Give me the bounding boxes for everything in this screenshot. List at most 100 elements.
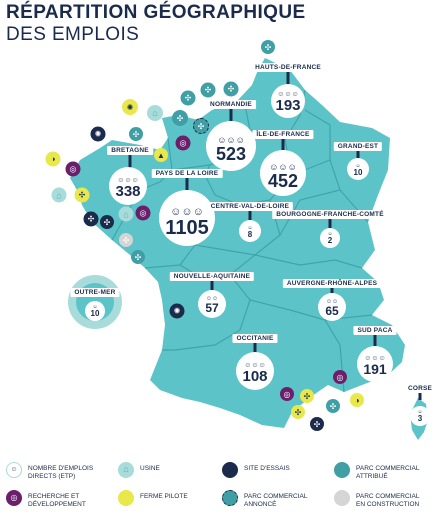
people-icon: ☺☺☺ [364, 355, 386, 362]
wind-turbine-icon [222, 490, 238, 506]
region-value-occitanie: 108 [242, 368, 268, 385]
region-value-hauts-de-france: 193 [275, 97, 301, 114]
wind-turbine-icon [334, 462, 350, 478]
region-bubble-centre-val-de-loire: ☺ 8 [239, 220, 261, 242]
region-value-auvergne-rhone-alpes: 65 [325, 304, 339, 318]
wind-turbine-icon: ✣ [129, 127, 143, 141]
legend-text-annonce: PARC COMMERCIAL ANNONCÉ [244, 493, 308, 509]
corse-stem [418, 392, 422, 400]
wind-turbine-icon: ✣ [300, 389, 314, 403]
normandie-stem [229, 107, 233, 121]
france-mainland-shape [70, 58, 405, 428]
region-value-pays-de-la-loire: 1105 [165, 217, 209, 239]
people-icon: ☺ [327, 231, 333, 237]
people-icon: ☺ [355, 163, 361, 169]
lightbulb-icon: ◎ [175, 135, 191, 151]
page-subtitle: DES EMPLOIS [6, 24, 140, 45]
region-label-bretagne: BRETAGNE [107, 146, 153, 155]
test-site-icon: ✣ [310, 417, 324, 431]
test-site-icon: ✺ [90, 126, 106, 142]
region-label-pays-de-la-loire: PAYS DE LA LOIRE [151, 169, 223, 178]
ile-de-france-stem [281, 138, 285, 152]
factory-icon: ▲ [154, 148, 168, 162]
region-bubble-bretagne: ☺☺☺ 338 [109, 167, 147, 205]
region-value-nouvelle-aquitaine: 57 [205, 301, 219, 315]
region-label-centre-val-de-loire: CENTRE-VAL-DE-LOIRE [206, 202, 294, 211]
auvergne-rhone-alpes-stem [330, 286, 334, 296]
wind-turbine-icon: ✣ [193, 118, 209, 134]
lightbulb-icon: ◎ [280, 387, 294, 401]
people-icon: ☺☺ [325, 299, 339, 305]
region-bubble-hauts-de-france: ☺☺☺ 193 [271, 84, 305, 118]
legend-text-usine: USINE [140, 465, 160, 472]
wind-turbine-icon [334, 490, 350, 506]
region-label-sud-paca: SUD PACA [353, 326, 397, 335]
wind-turbine-icon: ✣ [261, 40, 275, 54]
factory-icon: ⌂ [51, 187, 67, 203]
region-label-nouvelle-aquitaine: NOUVELLE-AQUITAINE [169, 272, 255, 281]
region-value-bourgogne-franche-comte: 2 [327, 236, 333, 245]
region-bubble-occitanie: ☺☺☺ 108 [236, 352, 274, 390]
region-value-grand-est: 10 [353, 168, 363, 177]
region-bubble-sud-paca: ☺☺☺ 191 [357, 346, 393, 382]
people-icon: ☺☺☺ [244, 362, 266, 369]
legend-text-recherche: RECHERCHE ET DÉVELOPPEMENT [28, 493, 86, 509]
occitanie-stem [253, 342, 257, 354]
centre-val-de-loire-stem [248, 210, 252, 220]
region-bubble-auvergne-rhone-alpes: ☺☺ 65 [318, 293, 346, 321]
region-label-corse: CORSE [403, 384, 437, 393]
legend-text-essai: SITE D'ESSAIS [244, 465, 290, 472]
lightbulb-icon: ◎ [333, 370, 347, 384]
wind-turbine-icon: ◑ [350, 393, 364, 407]
people-icon: ☺ [6, 462, 22, 478]
people-icon: ☺ [247, 225, 253, 231]
wind-turbine-icon: ◑ [45, 151, 61, 167]
region-label-ile-de-france: ÎLE-DE-FRANCE [252, 130, 314, 139]
people-icon: ☺☺☺ [117, 177, 139, 184]
region-value-ile-de-france: 452 [267, 171, 299, 191]
lightbulb-icon: ◎ [65, 161, 81, 177]
pays-de-la-loire-stem [185, 177, 189, 191]
region-value-sud-paca: 191 [363, 361, 387, 377]
region-bubble-nouvelle-aquitaine: ☺☺ 57 [198, 290, 226, 318]
legend-text-emplois: NOMBRE D'EMPLOIS DIRECTS (ETP) [28, 465, 94, 481]
factory-icon: ⌂ [118, 206, 134, 222]
factory-icon: ⌂ [118, 462, 134, 478]
region-label-normandie: NORMANDIE [206, 100, 256, 109]
people-icon: ☺☺☺ [217, 135, 245, 145]
bourgogne-franche-comte-stem [328, 218, 332, 228]
region-label-outre-mer: OUTRE-MER [70, 288, 120, 297]
lightbulb-icon: ◎ [6, 490, 22, 506]
region-bubble-outre-mer: ☺ 10 [85, 301, 105, 321]
region-bubble-pays-de-la-loire: ☺☺☺ 1105 [159, 190, 215, 246]
wind-turbine-icon: ✣ [131, 250, 145, 264]
region-bubble-normandie: ☺☺☺ 523 [206, 121, 256, 171]
test-site-icon: ✺ [169, 303, 185, 319]
wind-turbine-icon: ✣ [119, 233, 133, 247]
region-label-occitanie: OCCITANIE [232, 334, 278, 343]
region-label-hauts-de-france: HAUTS-DE-FRANCE [251, 63, 325, 72]
people-icon: ☺☺☺ [277, 91, 299, 98]
region-bubble-grand-est: ☺ 10 [347, 158, 369, 180]
region-label-grand-est: GRAND-EST [333, 142, 383, 151]
region-label-bourgogne-franche-comte: BOURGOGNE-FRANCHE-COMTÉ [272, 210, 388, 219]
wind-turbine-icon: ✣ [180, 90, 196, 106]
region-value-normandie: 523 [215, 144, 247, 164]
legend-text-pilote: FERME PILOTE [140, 493, 188, 500]
wind-turbine-icon [118, 490, 134, 506]
region-value-outre-mer: 10 [90, 309, 100, 318]
page-title: RÉPARTITION GÉOGRAPHIQUE [6, 2, 306, 23]
legend-text-construction: PARC COMMERCIAL EN CONSTRUCTION [356, 493, 420, 509]
factory-icon: ⌂ [147, 105, 163, 121]
people-icon: ☺☺☺ [269, 162, 297, 172]
region-value-corse: 3 [417, 414, 423, 423]
people-icon: ☺ [92, 304, 98, 310]
region-label-auvergne-rhone-alpes: AUVERGNE-RHÔNE-ALPES [282, 279, 382, 288]
wind-turbine-icon: ✣ [172, 110, 188, 126]
factory-icon: ✺ [122, 99, 138, 115]
test-site-icon [222, 462, 238, 478]
region-value-centre-val-de-loire: 8 [247, 230, 253, 239]
hauts-de-france-stem [286, 72, 290, 86]
region-value-bretagne: 338 [115, 183, 141, 200]
people-icon: ☺ [417, 409, 423, 415]
